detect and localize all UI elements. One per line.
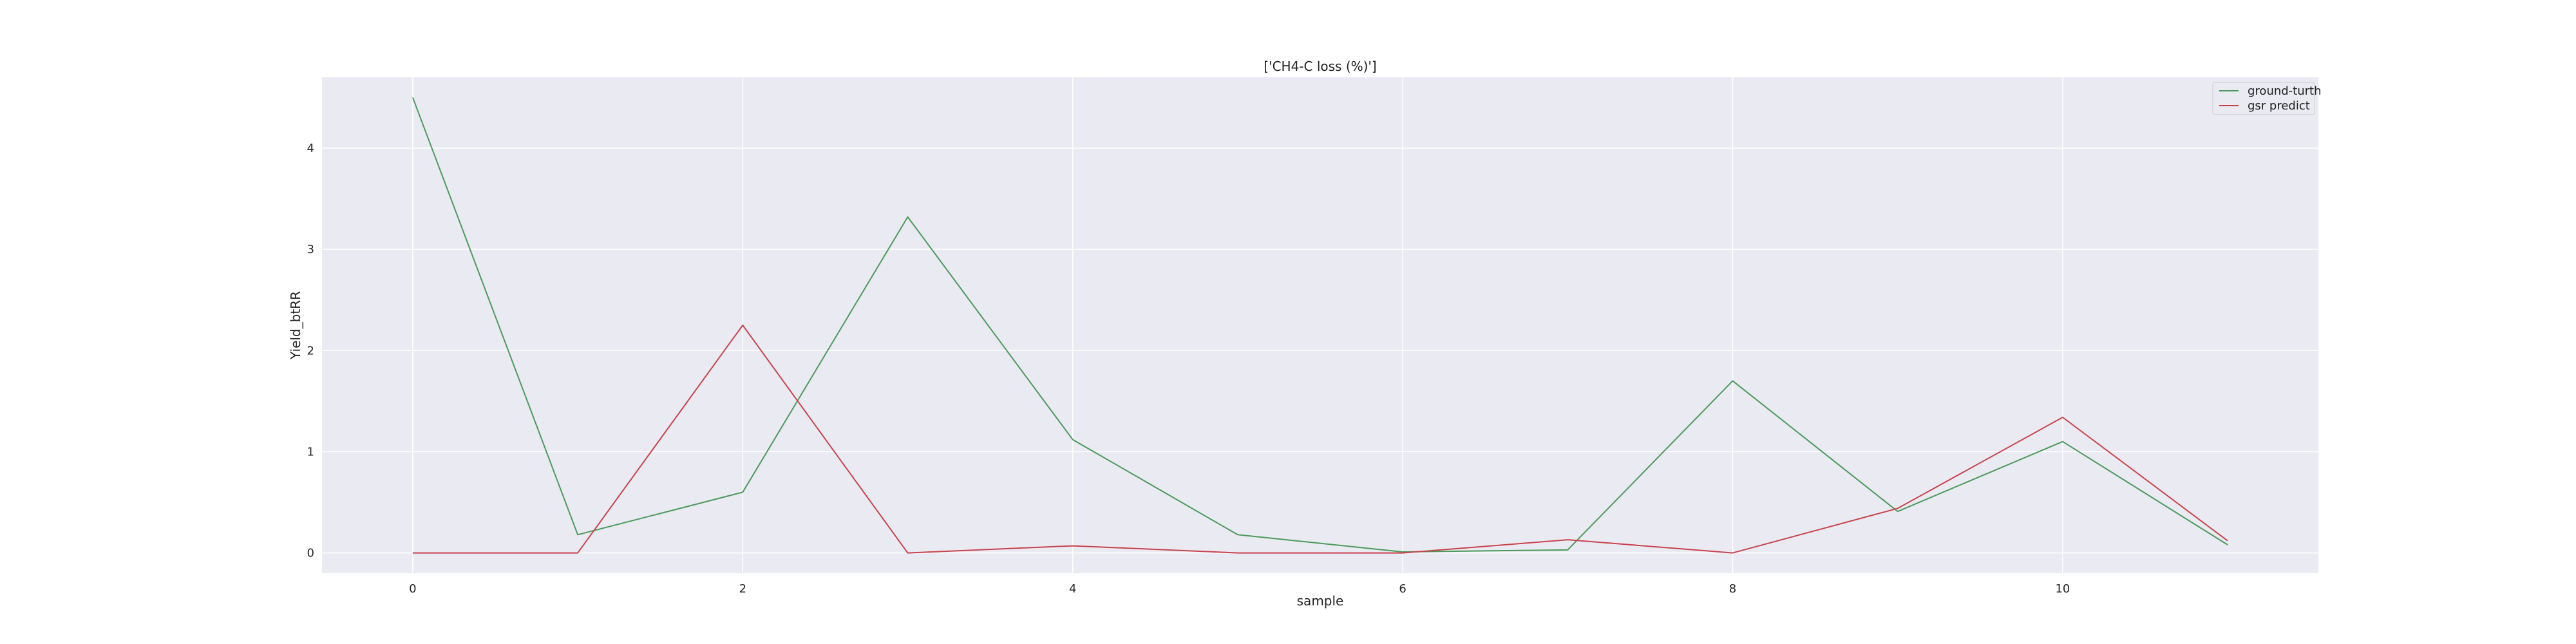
x-axis-label: sample (1297, 593, 1344, 609)
x-tick-label: 6 (1399, 582, 1406, 596)
legend-label-gsr-predict: gsr predict (2248, 99, 2310, 113)
y-tick-labels: 0 1 2 3 4 (307, 142, 314, 560)
legend-label-ground-turth: ground-turth (2248, 84, 2322, 98)
x-tick-label: 4 (1069, 582, 1076, 596)
y-tick-label: 4 (307, 142, 314, 155)
series-layer (412, 97, 2228, 554)
series-line-gsr-predict (412, 325, 2228, 554)
x-tick-label: 0 (409, 582, 416, 596)
y-tick-label: 1 (307, 445, 314, 459)
y-axis-label: Yield_btRR (288, 291, 303, 360)
y-tick-label: 0 (307, 547, 314, 560)
chart-title: ['CH4-C loss (%)'] (1264, 59, 1376, 74)
x-tick-labels: 0 2 4 6 8 10 (409, 582, 2070, 596)
y-tick-label: 3 (307, 243, 314, 256)
x-tick-label: 2 (739, 582, 746, 596)
plot-area (322, 77, 2318, 573)
y-tick-label: 2 (307, 344, 314, 357)
x-tick-label: 8 (1729, 582, 1736, 596)
x-tick-label: 10 (2055, 582, 2070, 596)
series-line-ground-turth (412, 97, 2228, 553)
legend: ground-turth gsr predict (2212, 82, 2322, 115)
